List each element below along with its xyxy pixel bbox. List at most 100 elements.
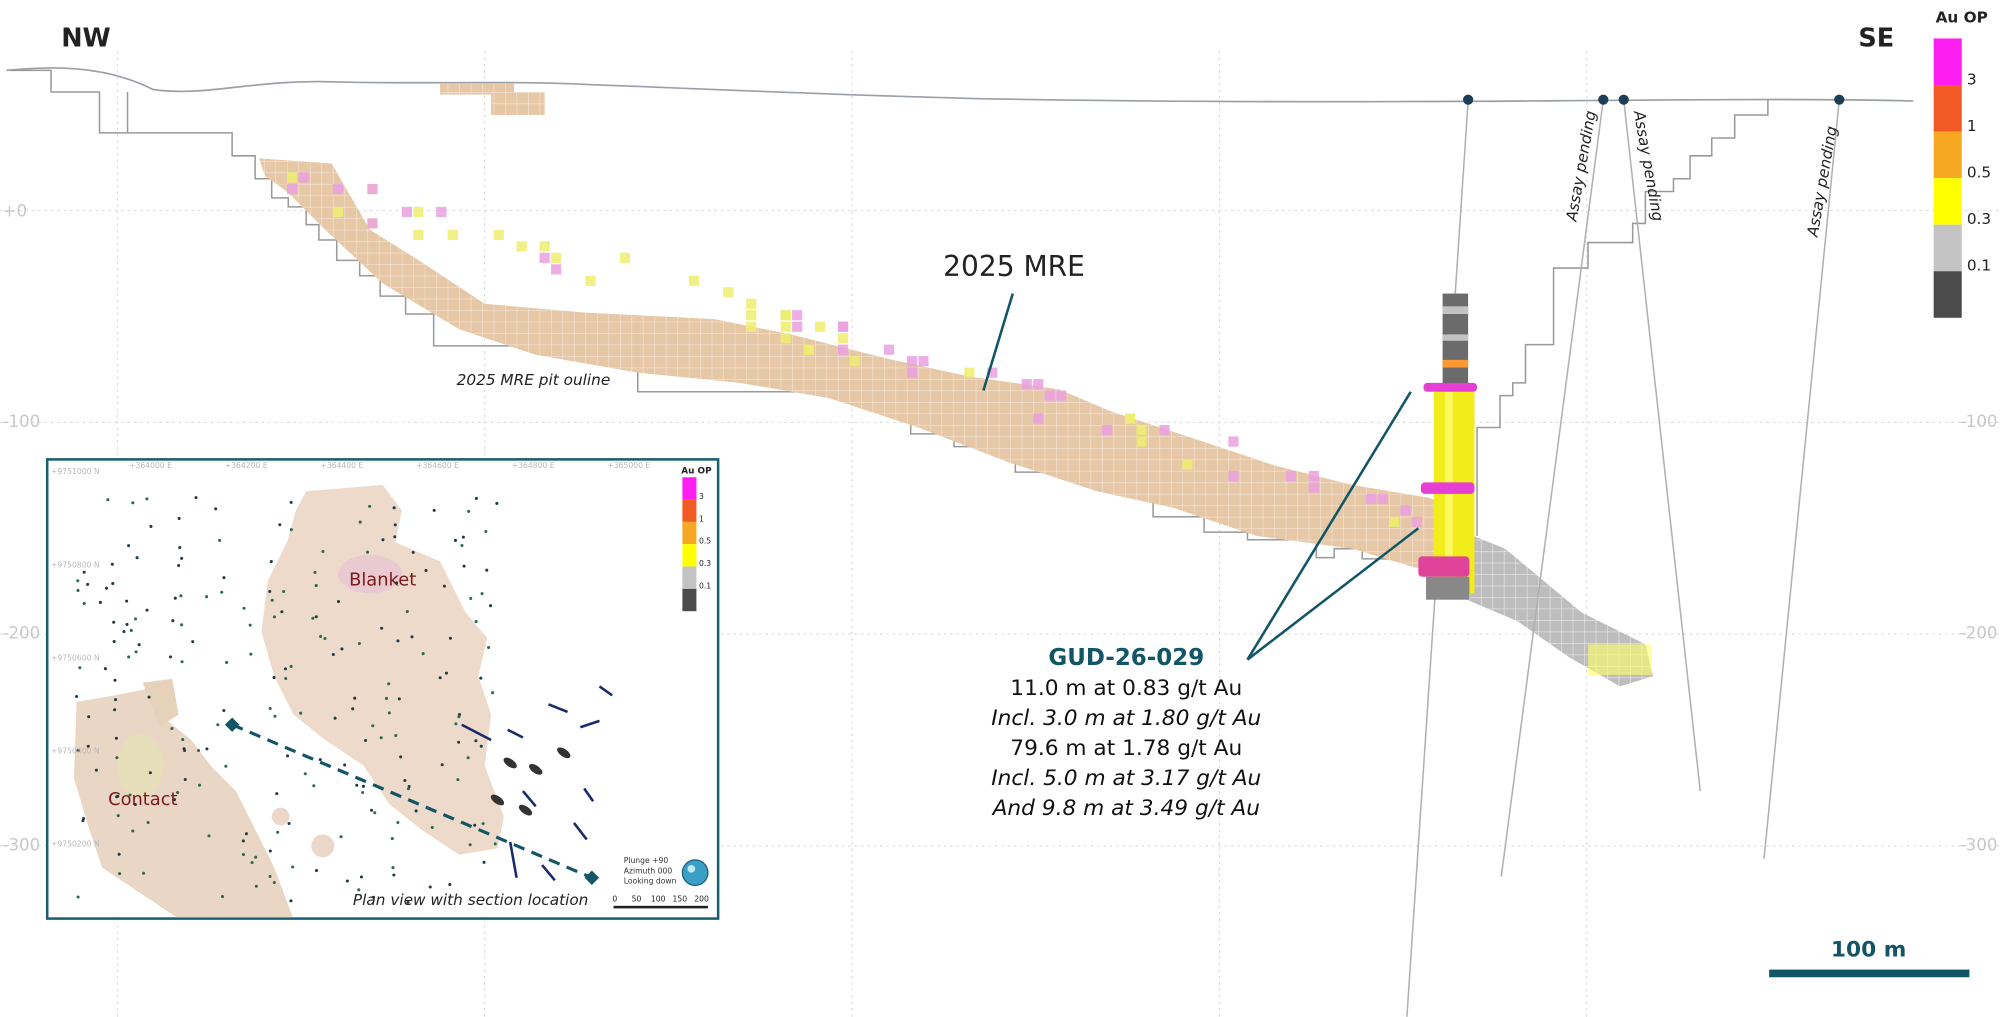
drill-collar xyxy=(391,866,395,870)
drill-collar xyxy=(457,715,461,719)
drill-collar xyxy=(359,875,363,879)
drill-collar xyxy=(122,630,126,634)
inset-scale-tick: 50 xyxy=(632,894,642,903)
grade-block xyxy=(792,321,803,332)
drill-collar xyxy=(146,821,150,825)
drill-collar xyxy=(487,646,491,650)
grade-block xyxy=(332,183,344,195)
inset-scale-tick: 100 xyxy=(651,894,666,903)
inset-scale-tick: 150 xyxy=(673,894,688,903)
grade-block xyxy=(1400,505,1411,516)
drill-collar xyxy=(179,594,183,598)
blanket-label: Blanket xyxy=(349,570,416,591)
drill-collar xyxy=(397,697,401,701)
drill-collar xyxy=(393,535,397,539)
grade-block xyxy=(883,344,895,355)
inset-legend-label: 0.5 xyxy=(699,537,711,546)
drill-collar xyxy=(345,879,349,883)
drill-collar xyxy=(272,676,276,680)
view-info: Azimuth 000 xyxy=(624,866,673,875)
drill-collar xyxy=(87,715,91,719)
drill-collar xyxy=(134,617,138,621)
drill-collar xyxy=(254,855,258,859)
intercept-text: And 9.8 m at 3.49 g/t Au xyxy=(991,796,1260,821)
drill-collar xyxy=(314,869,319,873)
legend-label: 0.3 xyxy=(1967,210,1991,228)
drill-collar xyxy=(410,635,414,639)
drill-collar xyxy=(180,556,184,560)
drill-collar xyxy=(183,777,187,782)
inset-legend-label: 3 xyxy=(699,492,704,501)
drill-collar xyxy=(76,579,80,583)
drill-collar xyxy=(270,598,274,602)
drill-collar xyxy=(75,694,79,699)
inset-legend-swatch xyxy=(682,588,697,612)
easting-label: +364200 E xyxy=(225,461,268,470)
drill-collar xyxy=(82,570,86,574)
grade-block xyxy=(1033,379,1044,390)
drill-collar xyxy=(394,734,398,738)
inset-legend-swatch xyxy=(682,566,697,589)
legend-swatch xyxy=(1933,38,1962,86)
drill-collar xyxy=(180,660,184,664)
legend-title: Au OP xyxy=(1936,9,1988,27)
drill-collar xyxy=(474,620,478,624)
grade-block xyxy=(585,275,596,286)
scale-bar xyxy=(1769,969,1970,978)
drill-collar xyxy=(396,821,400,825)
drill-collar xyxy=(268,589,272,594)
drill-collar xyxy=(125,622,129,626)
grade-block xyxy=(436,206,447,218)
drill-collar xyxy=(448,883,452,887)
legend-label: 0.5 xyxy=(1967,164,1991,182)
drill-collar xyxy=(460,543,464,548)
drill-collar xyxy=(241,853,245,857)
view-info: Looking down xyxy=(624,877,677,886)
drill-collar xyxy=(480,592,484,596)
drill-collar xyxy=(405,610,409,614)
drill-collar xyxy=(242,606,246,610)
legend-swatch xyxy=(1933,85,1962,132)
drill-collar xyxy=(276,830,280,834)
drill-collar xyxy=(216,723,220,727)
drill-collar xyxy=(395,581,399,585)
drill-collar xyxy=(145,497,149,501)
drill-collar xyxy=(361,790,365,795)
drill-collar xyxy=(323,636,327,641)
drill-collar xyxy=(357,888,361,892)
drill-collar xyxy=(82,601,86,605)
drill-collar xyxy=(81,819,85,823)
drill-collar xyxy=(319,634,323,638)
leader-line xyxy=(1246,391,1412,661)
topography xyxy=(6,67,1914,103)
drill-collar xyxy=(222,576,226,580)
grade-block xyxy=(447,229,458,241)
elevation-label: -100 xyxy=(3,412,41,431)
grade-block xyxy=(1102,424,1113,436)
drill-collar xyxy=(176,791,180,795)
drill-collar xyxy=(115,756,119,760)
easting-label: +365000 E xyxy=(607,461,650,470)
block-model xyxy=(258,83,1654,687)
drill-collar xyxy=(489,604,493,608)
view-info: Plunge +90 xyxy=(624,856,669,865)
grade-block xyxy=(413,206,424,218)
grade-block xyxy=(551,264,562,275)
legend-swatch xyxy=(1933,224,1962,272)
grade-block xyxy=(1228,436,1239,447)
grade-block xyxy=(780,310,791,321)
legend-swatch xyxy=(1933,178,1962,225)
drill-collar xyxy=(125,599,129,603)
drill-collar xyxy=(282,589,286,594)
drill-collar xyxy=(133,802,137,807)
legend: 3 1 0.5 0.3 0.1 xyxy=(1933,38,1991,318)
grade-block xyxy=(493,229,504,241)
drill-collar xyxy=(94,768,98,772)
drill-collar xyxy=(384,696,389,700)
drill-collar xyxy=(479,676,483,680)
drill-collar xyxy=(207,834,211,838)
drill-collar xyxy=(428,885,432,889)
drill-collar xyxy=(173,798,177,802)
drill-collar xyxy=(469,596,473,600)
drill-collar xyxy=(131,501,135,505)
